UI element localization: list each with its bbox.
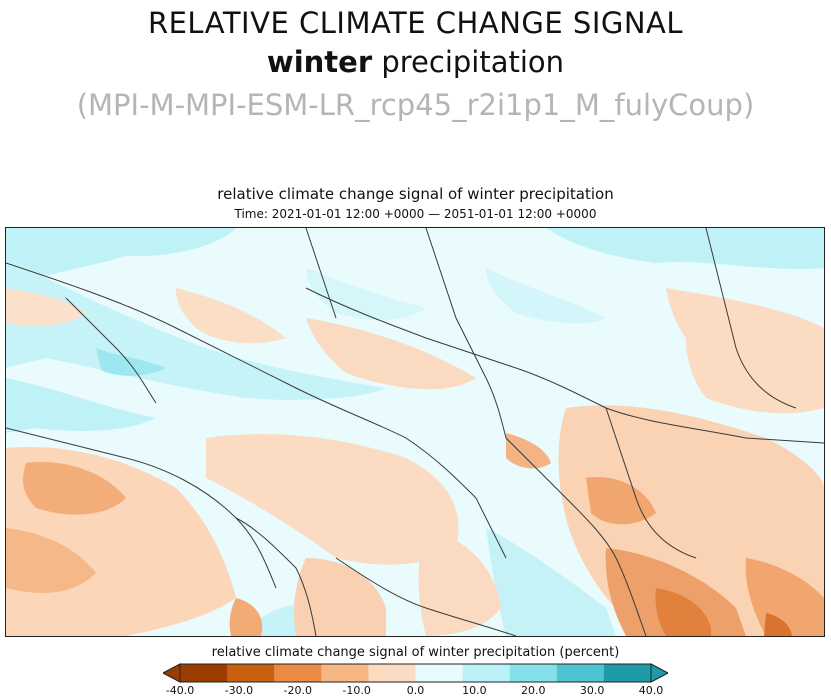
country-borders	[6, 228, 824, 636]
colorbar-segment	[227, 664, 275, 682]
map-title: relative climate change signal of winter…	[217, 185, 614, 203]
colorbar-label: relative climate change signal of winter…	[211, 645, 620, 660]
precipitation-map	[6, 228, 824, 636]
colorbar-segment	[556, 664, 605, 682]
colorbar-tick-label: 30.0	[579, 684, 605, 697]
colorbar-segment	[321, 664, 369, 682]
slide-title-model: (MPI-M-MPI-ESM-LR_rcp45_r2i1p1_M_fulyCou…	[76, 88, 755, 122]
map-time-range: Time: 2021-01-01 12:00 +0000 — 2051-01-0…	[234, 207, 597, 221]
colorbar-tick-label: -20.0	[283, 684, 312, 697]
colorbar-tick-label: 20.0	[521, 684, 546, 697]
slide-title-line-1: RELATIVE CLIMATE CHANGE SIGNAL	[147, 6, 684, 40]
colorbar-extend-low	[163, 663, 181, 683]
colorbar-segment	[415, 664, 464, 682]
slide-title-line-2: winter precipitation	[0, 45, 831, 79]
colorbar-segment	[368, 664, 416, 682]
colorbar-segment	[462, 664, 511, 682]
strong-negative-areas	[6, 433, 824, 636]
colorbar-tick-label: -40.0	[165, 684, 195, 697]
colorbar-extend-high	[650, 663, 668, 683]
colorbar-tick-label: -30.0	[224, 684, 254, 697]
slide-title-variable: precipitation	[372, 45, 565, 79]
colorbar	[163, 663, 668, 683]
colorbar-tick-label: 40.0	[638, 684, 664, 697]
slide-title-season: winter	[266, 45, 373, 79]
colorbar-tick-label: -10.0	[342, 684, 371, 697]
colorbar-tick-label: 0.0	[406, 684, 425, 697]
colorbar-segment	[180, 664, 228, 682]
colorbar-segment	[509, 664, 558, 682]
colorbar-segment	[274, 664, 322, 682]
strongest-negative-areas	[655, 588, 792, 636]
colorbar-ticks: -40.0 -30.0 -20.0 -10.0 0.0 10.0 20.0 30.0 40.0	[0, 684, 831, 698]
map-frame	[5, 227, 825, 637]
colorbar-segment	[603, 664, 652, 682]
colorbar-tick-label: 10.0	[462, 684, 487, 697]
